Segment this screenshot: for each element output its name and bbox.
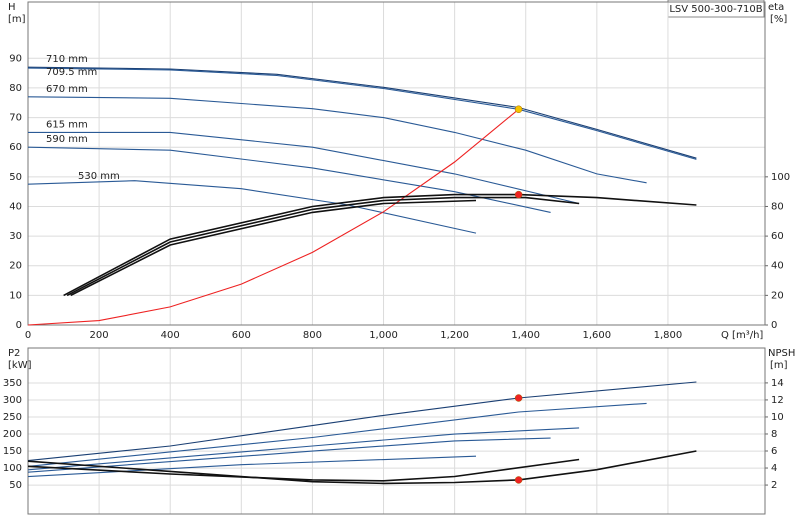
y-tick-label: 150 bbox=[3, 446, 22, 457]
x-tick-label: 0 bbox=[25, 330, 31, 341]
x-tick-label: 1,600 bbox=[583, 330, 612, 341]
y2-tick-label: 40 bbox=[771, 261, 784, 272]
curve bbox=[27, 96, 647, 184]
y2-tick-label: 6 bbox=[771, 446, 777, 457]
x-tick-label: 800 bbox=[303, 330, 322, 341]
y2-tick-label: 2 bbox=[771, 480, 777, 491]
y2-tick-label: 12 bbox=[771, 395, 784, 406]
y-tick-label: 50 bbox=[9, 480, 22, 491]
x-tick-label: 200 bbox=[90, 330, 109, 341]
x-tick-label: 1,200 bbox=[440, 330, 469, 341]
x-tick-label: 400 bbox=[161, 330, 180, 341]
operating-point bbox=[514, 105, 523, 114]
y-axis-unit: [m] bbox=[8, 14, 26, 25]
y2-tick-label: 0 bbox=[771, 320, 777, 331]
y-tick-label: 100 bbox=[3, 463, 22, 474]
operating-point bbox=[514, 476, 523, 484]
curve bbox=[27, 67, 697, 160]
curve bbox=[27, 455, 477, 478]
curve-label: 590 mm bbox=[46, 134, 88, 145]
y-tick-label: 0 bbox=[16, 320, 22, 331]
y2-tick-label: 80 bbox=[771, 201, 784, 212]
y2-tick-label: 14 bbox=[771, 378, 784, 389]
y2-tick-label: 60 bbox=[771, 231, 784, 242]
y-tick-label: 200 bbox=[3, 429, 22, 440]
curve bbox=[27, 180, 477, 234]
y-tick-label: 80 bbox=[9, 83, 22, 94]
operating-point bbox=[514, 190, 523, 199]
curve bbox=[66, 196, 580, 297]
y-tick-label: 30 bbox=[9, 231, 22, 242]
y-axis-unit: [kW] bbox=[8, 360, 32, 371]
curve bbox=[27, 450, 697, 485]
curve bbox=[27, 66, 697, 159]
y-axis-label: P2 bbox=[8, 348, 20, 359]
x-tick-label: 1,800 bbox=[654, 330, 683, 341]
y2-axis-label: eta bbox=[768, 2, 784, 13]
plot-frame bbox=[27, 347, 766, 515]
curve bbox=[27, 402, 647, 467]
curve-label: 709.5 mm bbox=[46, 67, 97, 78]
x-tick-label: 1,400 bbox=[511, 330, 540, 341]
y-tick-label: 350 bbox=[3, 378, 22, 389]
curve bbox=[70, 199, 477, 297]
y-tick-label: 60 bbox=[9, 142, 22, 153]
y-tick-label: 10 bbox=[9, 290, 22, 301]
y2-axis-unit: [m] bbox=[770, 360, 788, 371]
curve bbox=[27, 146, 551, 213]
curve bbox=[27, 108, 519, 326]
y2-axis-unit: [%] bbox=[770, 14, 787, 25]
y2-tick-label: 8 bbox=[771, 429, 777, 440]
y-axis-label: H bbox=[8, 2, 16, 13]
x-tick-label: 1,000 bbox=[369, 330, 398, 341]
y-tick-label: 50 bbox=[9, 172, 22, 183]
y2-axis-label: NPSH bbox=[768, 348, 795, 359]
curve-label: 530 mm bbox=[78, 171, 120, 182]
y2-tick-label: 100 bbox=[771, 172, 790, 183]
y-tick-label: 90 bbox=[9, 53, 22, 64]
y-tick-label: 40 bbox=[9, 201, 22, 212]
curve bbox=[27, 458, 580, 482]
x-axis-label: Q [m³/h] bbox=[721, 330, 763, 341]
y2-tick-label: 20 bbox=[771, 290, 784, 301]
x-tick-label: 600 bbox=[232, 330, 251, 341]
y-tick-label: 20 bbox=[9, 261, 22, 272]
curve-label: 710 mm bbox=[46, 54, 88, 65]
curve bbox=[27, 437, 551, 473]
curve bbox=[27, 381, 697, 462]
y-tick-label: 300 bbox=[3, 395, 22, 406]
y2-tick-label: 4 bbox=[771, 463, 777, 474]
operating-point bbox=[514, 394, 523, 402]
chart-title: LSV 500-300-710B bbox=[669, 4, 762, 15]
plot-frame bbox=[27, 1, 766, 326]
curve bbox=[28, 131, 580, 205]
y-tick-label: 70 bbox=[9, 113, 22, 124]
curve-label: 615 mm bbox=[46, 119, 88, 130]
y2-tick-label: 10 bbox=[771, 412, 784, 423]
curve bbox=[63, 193, 697, 297]
y-tick-label: 250 bbox=[3, 412, 22, 423]
curve bbox=[27, 427, 580, 471]
curve-label: 670 mm bbox=[46, 84, 88, 95]
